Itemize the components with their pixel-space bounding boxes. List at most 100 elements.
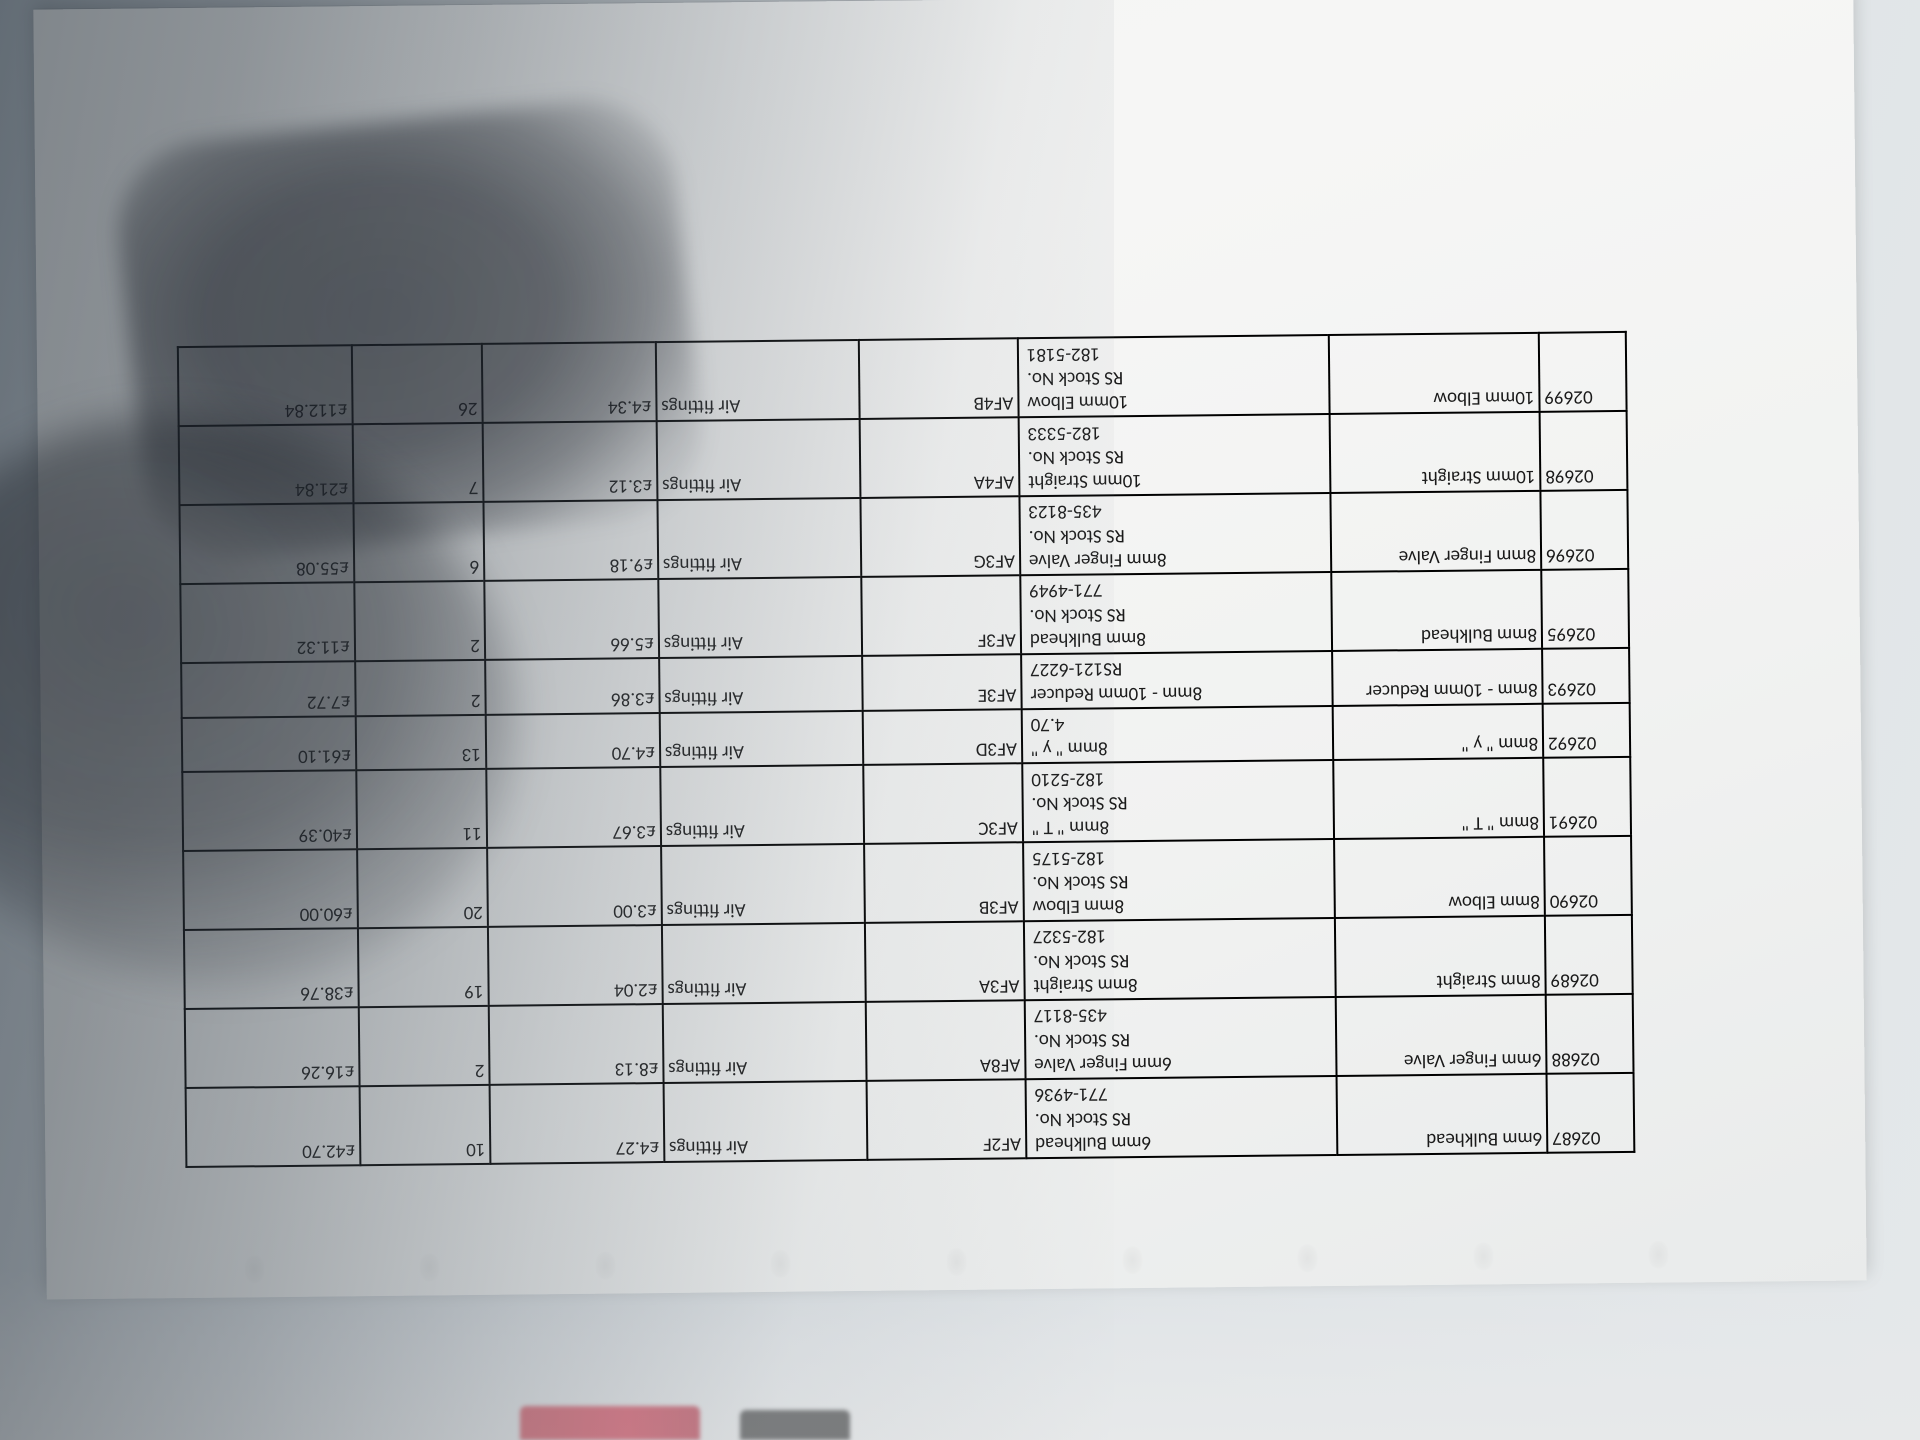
desc-line1: 8mm Finger Valve (1025, 545, 1327, 572)
cell-unit: £4.34 (482, 342, 657, 423)
desc-line2: RS Stock No. (1025, 599, 1327, 626)
cell-code: 02691 (1543, 757, 1631, 837)
cell-cat: Air fittings (657, 419, 861, 500)
table-row: 026968mm Finger Valve8mm Finger ValveRS … (179, 490, 1628, 584)
desc-line3: 4.70 (1027, 709, 1329, 736)
cell-desc: 8mm Finger ValveRS Stock No.435-8123 (1019, 493, 1331, 575)
desc-line2: RS Stock No. (1024, 442, 1326, 469)
desc-line2: RS Stock No. (1027, 788, 1329, 815)
cell-code: 02699 (1539, 332, 1627, 412)
cell-cat: Air fittings (657, 498, 861, 579)
desc-line2: RS Stock No. (1030, 1024, 1332, 1051)
cell-name: 6mm Bulkhead (1337, 1074, 1548, 1155)
cell-unit: £9.18 (484, 500, 659, 581)
cell-desc: 6mm Finger ValveRS Stock No.435-8117 (1025, 997, 1337, 1079)
cell-code: 02689 (1545, 915, 1633, 995)
cell-qty: 7 (352, 423, 483, 503)
cell-total: £60.00 (183, 849, 358, 930)
cell-ref: AF3C (863, 764, 1023, 845)
cell-cat: Air fittings (663, 1002, 867, 1083)
cell-ref: AF4A (859, 418, 1019, 499)
cell-cat: Air fittings (659, 656, 862, 713)
cell-ref: AF3G (860, 496, 1020, 577)
cell-cat: Air fittings (663, 1081, 867, 1162)
desc-line1: 8mm " y " (1027, 733, 1329, 760)
desc-line3: RS121-6227 (1026, 654, 1328, 681)
table-row: 0269910mm Elbow10mm ElbowRS Stock No.182… (178, 332, 1627, 426)
cell-unit: £3.86 (485, 658, 659, 714)
cell-ref: AF3F (861, 575, 1021, 656)
cell-name: 6mm Finger Valve (1336, 995, 1547, 1076)
cell-desc: 8mm " y "4.70 (1022, 706, 1334, 764)
cell-total: £61.10 (182, 716, 356, 772)
desc-line1: 8mm " T " (1028, 812, 1330, 839)
desc-line3: 182-5181 (1023, 338, 1325, 365)
cell-total: £40.39 (182, 771, 357, 852)
cell-unit: £3.67 (486, 767, 661, 848)
desc-line3: 182-5327 (1029, 921, 1331, 948)
cell-cat: Air fittings (660, 711, 863, 768)
cell-qty: 2 (355, 660, 486, 716)
desc-line2: RS Stock No. (1028, 867, 1330, 894)
cell-qty: 26 (352, 344, 483, 424)
cell-name: 8mm Elbow (1334, 837, 1545, 918)
cell-cat: Air fittings (658, 577, 862, 658)
cell-ref: AF3D (862, 709, 1022, 765)
cell-code: 02687 (1547, 1073, 1635, 1153)
parts-table: 026876mm Bulkhead6mm BulkheadRS Stock No… (177, 331, 1636, 1168)
cell-unit: £2.04 (488, 925, 663, 1006)
desc-line1: 8mm Bulkhead (1026, 624, 1328, 651)
cell-name: 8mm Straight (1335, 916, 1546, 997)
cell-name: 8mm Bulkhead (1331, 570, 1542, 651)
cell-code: 02693 (1542, 648, 1629, 704)
table-row: 026958mm Bulkhead8mm BulkheadRS Stock No… (180, 569, 1629, 663)
table-row: 026918mm " T "8mm " T "RS Stock No.182-5… (182, 757, 1631, 851)
desc-line3: 435-8123 (1024, 496, 1326, 523)
cell-total: £16.26 (185, 1007, 360, 1088)
cell-cat: Air fittings (662, 923, 866, 1004)
cell-total: £42.70 (186, 1086, 361, 1167)
desc-line3: 182-5175 (1028, 842, 1330, 869)
paper-sheet: 026876mm Bulkhead6mm BulkheadRS Stock No… (33, 0, 1866, 1299)
desc-line1: 10mm Straight (1024, 466, 1326, 493)
cell-total: £21.84 (179, 424, 354, 505)
cell-name: 8mm - 10mm Reducer (1332, 649, 1543, 706)
desc-line1: 8mm Elbow (1028, 891, 1330, 918)
cell-code: 02696 (1541, 490, 1629, 570)
black-object-hint (740, 1410, 850, 1440)
cell-cat: Air fittings (661, 844, 865, 925)
cell-desc: 8mm StraightRS Stock No.182-5327 (1024, 918, 1336, 1000)
cell-cat: Air fittings (656, 340, 860, 421)
table-row: 026908mm Elbow8mm ElbowRS Stock No.182-5… (183, 836, 1632, 930)
cell-name: 8mm " T " (1333, 758, 1544, 839)
desc-line1: 6mm Bulkhead (1031, 1128, 1333, 1155)
cell-ref: AF4B (858, 339, 1018, 420)
red-object-hint (520, 1406, 700, 1440)
cell-qty: 19 (358, 927, 489, 1007)
cell-unit: £5.66 (484, 579, 659, 660)
cell-qty: 6 (353, 502, 484, 582)
desc-line2: RS Stock No. (1025, 521, 1327, 548)
desc-line3: 182-5210 (1027, 763, 1329, 790)
cell-code: 02695 (1541, 569, 1629, 649)
desc-line1: 10mm Elbow (1023, 387, 1325, 414)
cell-ref: AF3B (864, 842, 1024, 923)
table-row: 0269810mm Straight10mm StraightRS Stock … (179, 411, 1628, 505)
table-row: 026886mm Finger Valve6mm Finger ValveRS … (185, 994, 1634, 1088)
desc-line2: RS Stock No. (1029, 946, 1331, 973)
cell-name: 8mm Finger Valve (1331, 491, 1542, 572)
cell-name: 10mm Straight (1330, 412, 1541, 493)
cell-desc: 10mm StraightRS Stock No.182-5333 (1018, 414, 1330, 496)
cell-code: 02688 (1546, 994, 1634, 1074)
cell-name: 10mm Elbow (1329, 333, 1540, 414)
cell-desc: 8mm BulkheadRS Stock No.771-4949 (1020, 572, 1332, 654)
cell-ref: AF8A (865, 1000, 1025, 1081)
cell-desc: 8mm ElbowRS Stock No.182-5175 (1023, 839, 1335, 921)
cell-qty: 20 (357, 848, 488, 928)
desc-line1: 8mm Straight (1029, 970, 1331, 997)
cell-total: £38.76 (184, 928, 359, 1009)
table-row: 026898mm Straight8mm StraightRS Stock No… (184, 915, 1633, 1009)
cell-qty: 10 (359, 1085, 490, 1165)
desc-line2: RS Stock No. (1031, 1103, 1333, 1130)
cell-ref: AF3E (862, 654, 1022, 710)
